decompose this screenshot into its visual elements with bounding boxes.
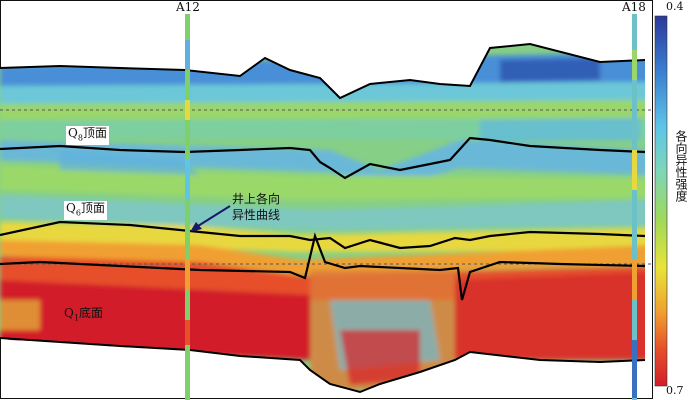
callout-arrow-head xyxy=(190,222,202,232)
colorbar-bottom-value: 0.7 xyxy=(666,384,684,397)
well-log-callout: 井上各向 异性曲线 xyxy=(232,191,280,223)
well-label-a18: A18 xyxy=(622,0,646,14)
callout-arrow-line xyxy=(197,205,231,227)
colorbar xyxy=(654,15,668,387)
well-log-a18 xyxy=(632,14,637,400)
horizon-label-q6: Q6顶面 xyxy=(64,201,107,221)
section-top-boundary xyxy=(0,42,646,100)
horizon-label-q8: Q8顶面 xyxy=(66,126,109,146)
callout-line-2: 异性曲线 xyxy=(232,208,281,222)
colorbar-title: 各向异性强度 xyxy=(674,130,688,202)
callout-line-1: 井上各向 xyxy=(232,192,281,206)
well-log-a12 xyxy=(185,14,190,400)
well-label-a12: A12 xyxy=(176,0,200,14)
section-bottom-boundary xyxy=(0,337,646,394)
colorbar-top-value: 0.4 xyxy=(666,0,684,13)
horizon-label-q1: Q1底面 xyxy=(64,306,103,323)
